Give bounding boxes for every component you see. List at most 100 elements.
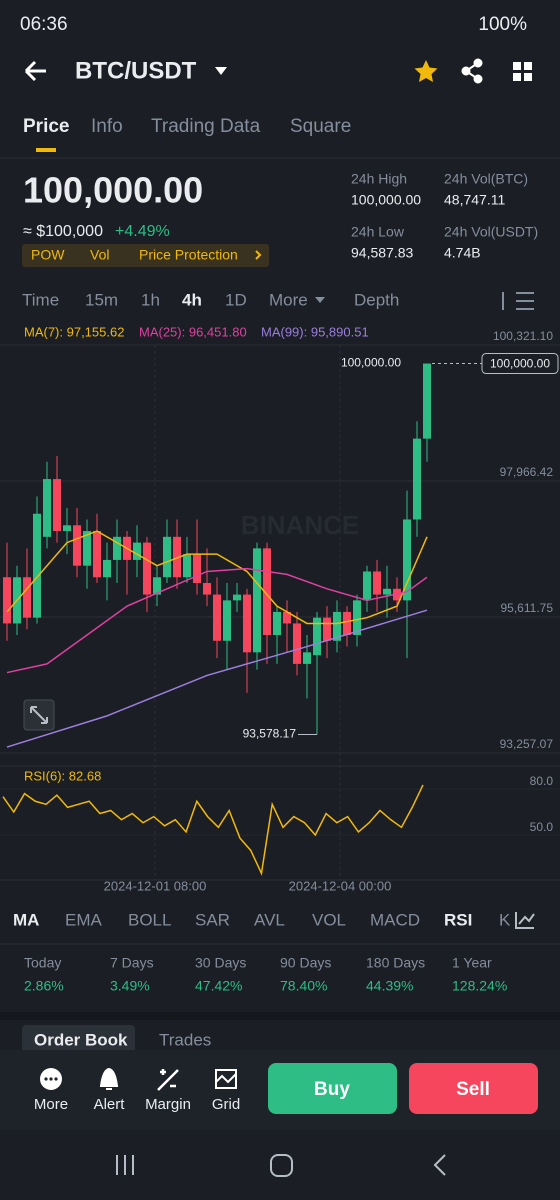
period-label: Today xyxy=(24,955,61,971)
y-tick-label: 97,966.42 xyxy=(500,465,554,479)
back-button[interactable] xyxy=(433,1154,446,1176)
pair-title[interactable]: BTC/USDT xyxy=(75,57,197,84)
badge[interactable]: Price Protection xyxy=(139,247,238,263)
indicator-tab[interactable]: AVL xyxy=(254,910,285,929)
period-label: 1 Year xyxy=(452,955,492,971)
candle-body xyxy=(373,571,381,595)
candle-body xyxy=(133,542,141,560)
candle-body xyxy=(293,623,301,664)
stat-label: 24h Vol(USDT) xyxy=(444,224,538,240)
x-label: 2024-12-01 08:00 xyxy=(104,878,207,893)
action-label[interactable]: Grid xyxy=(212,1096,240,1113)
rsi-tick-label: 80.0 xyxy=(530,774,554,788)
candle-body xyxy=(283,611,291,624)
expand-icon xyxy=(30,706,48,724)
badge[interactable]: POW xyxy=(31,247,65,263)
candle-body xyxy=(303,652,311,664)
stat-label: 24h Vol(BTC) xyxy=(444,171,528,187)
fiat-price: ≈ $100,000 xyxy=(23,223,103,240)
candle-body xyxy=(103,559,111,578)
tab[interactable]: Trading Data xyxy=(151,116,261,137)
candle-body xyxy=(143,542,151,595)
candle-body xyxy=(243,594,251,653)
home-button[interactable] xyxy=(270,1154,293,1177)
period-label: 7 Days xyxy=(110,955,154,971)
ma-legend: MA(25): 96,451.80 xyxy=(139,324,247,339)
trades-tab[interactable]: Trades xyxy=(159,1030,211,1049)
candle-body xyxy=(83,531,91,566)
stat-value: 4.74B xyxy=(444,245,481,261)
interval[interactable]: 15m xyxy=(85,290,118,309)
sell-button[interactable] xyxy=(409,1063,538,1114)
candle-body xyxy=(63,525,71,532)
candle-body xyxy=(403,519,411,601)
tab[interactable]: Square xyxy=(290,116,351,137)
order-book-tab[interactable]: Order Book xyxy=(34,1030,128,1049)
stat-value: 48,747.11 xyxy=(444,192,505,208)
ma-line xyxy=(6,530,428,625)
ma-legend: MA(99): 95,890.51 xyxy=(261,324,369,339)
indicator-tab[interactable]: K xyxy=(499,910,511,929)
share-icon[interactable] xyxy=(461,58,483,84)
indicator-tab[interactable]: EMA xyxy=(65,910,103,929)
more-caret xyxy=(315,297,325,303)
stat-label: 24h High xyxy=(351,171,407,187)
rsi-label: RSI(6): 82.68 xyxy=(24,768,101,783)
indicator-tab[interactable]: MACD xyxy=(370,910,420,929)
recents-button[interactable] xyxy=(116,1155,134,1175)
candle-body xyxy=(313,617,321,656)
section-gap xyxy=(0,1012,560,1020)
period-label: 90 Days xyxy=(280,955,331,971)
tab[interactable]: Price xyxy=(23,116,69,137)
badge-bar[interactable] xyxy=(22,244,269,267)
interval[interactable]: Time xyxy=(22,290,59,309)
last-price: 100,000.00 xyxy=(23,170,203,211)
candle-body xyxy=(253,548,261,653)
rsi-line xyxy=(2,784,424,876)
stat-value: 100,000.00 xyxy=(351,192,421,208)
sell-label[interactable]: Sell xyxy=(456,1079,490,1100)
alert-icon[interactable] xyxy=(99,1067,119,1090)
indicator-tab[interactable]: BOLL xyxy=(128,910,171,929)
price-change: +4.49% xyxy=(115,223,170,240)
indicator-tab[interactable]: MA xyxy=(13,910,39,929)
stat-value: 94,587.83 xyxy=(351,245,413,261)
grid-icon[interactable] xyxy=(215,1069,237,1089)
tab-active-bg xyxy=(22,1025,135,1055)
interval[interactable]: 1D xyxy=(225,290,247,309)
settings-icon[interactable] xyxy=(502,292,534,310)
action-label[interactable]: Margin xyxy=(145,1096,191,1113)
y-tick-label: 100,321.10 xyxy=(493,329,553,343)
badge[interactable]: Vol xyxy=(90,247,109,263)
candle-body xyxy=(193,554,201,584)
favorite-icon[interactable] xyxy=(414,60,438,82)
interval[interactable]: 4h xyxy=(182,290,202,309)
buy-button[interactable] xyxy=(268,1063,397,1114)
nav-bar xyxy=(0,1130,560,1200)
candle-body xyxy=(43,479,51,537)
indicator-tab[interactable]: SAR xyxy=(195,910,230,929)
candle-body xyxy=(343,611,351,636)
candle-body xyxy=(33,513,41,618)
dropdown-icon[interactable] xyxy=(215,67,227,75)
candle-body xyxy=(3,577,11,624)
tab[interactable]: Info xyxy=(91,116,123,137)
period-value: 128.24% xyxy=(452,978,507,994)
indicator-edit-icon[interactable] xyxy=(515,912,535,929)
action-label[interactable]: Alert xyxy=(94,1096,126,1113)
period-value: 2.86% xyxy=(24,978,64,994)
margin-icon[interactable] xyxy=(157,1069,179,1091)
indicator-tab[interactable]: RSI xyxy=(444,910,472,929)
interval[interactable]: Depth xyxy=(354,290,399,309)
interval[interactable]: More xyxy=(269,290,308,309)
candle-body xyxy=(163,536,171,578)
interval[interactable]: 1h xyxy=(141,290,160,309)
back-icon[interactable] xyxy=(24,60,46,82)
indicator-tab[interactable]: VOL xyxy=(312,910,346,929)
buy-label[interactable]: Buy xyxy=(314,1079,350,1100)
action-label[interactable]: More xyxy=(34,1096,68,1113)
layout-icon[interactable] xyxy=(513,62,532,81)
candle-body xyxy=(213,594,221,641)
more-icon[interactable] xyxy=(40,1068,62,1090)
